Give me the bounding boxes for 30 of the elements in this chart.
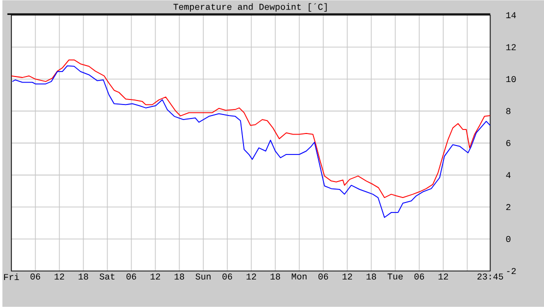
y-tick-label: 10 (506, 76, 516, 82)
x-tick-label: Tue (388, 274, 403, 280)
y-tick-label: 12 (506, 44, 516, 50)
x-tick-label: 18 (174, 274, 184, 280)
y-tick-label: 2 (506, 204, 510, 210)
x-tick-label: 23:45 (477, 274, 504, 280)
x-tick-label: 18 (366, 274, 376, 280)
x-tick-label: 06 (126, 274, 136, 280)
x-tick-label: 06 (222, 274, 232, 280)
x-tick-label: 06 (318, 274, 328, 280)
x-tick-label: 18 (270, 274, 280, 280)
y-tick-label: 6 (506, 140, 510, 146)
x-tick-label: 12 (246, 274, 256, 280)
x-tick-label: Mon (292, 274, 307, 280)
x-tick-label: Fri (4, 274, 19, 280)
x-tick-label: Sat (100, 274, 114, 280)
x-tick-label: 18 (78, 274, 88, 280)
x-tick-label: 12 (54, 274, 64, 280)
x-tick-label: Sun (196, 274, 211, 280)
x-tick-label: 06 (414, 274, 424, 280)
x-tick-label: 06 (30, 274, 40, 280)
y-tick-label: 14 (506, 12, 516, 18)
x-tick-label: 12 (438, 274, 448, 280)
y-tick-label: 0 (506, 236, 510, 242)
y-tick-label: 4 (506, 172, 511, 178)
y-tick-label: -2 (507, 268, 516, 274)
chart-title: Temperature and Dewpoint [´C] (173, 3, 327, 12)
x-tick-label: 12 (150, 274, 160, 280)
x-tick-label: 12 (342, 274, 352, 280)
y-tick-label: 8 (506, 108, 510, 114)
